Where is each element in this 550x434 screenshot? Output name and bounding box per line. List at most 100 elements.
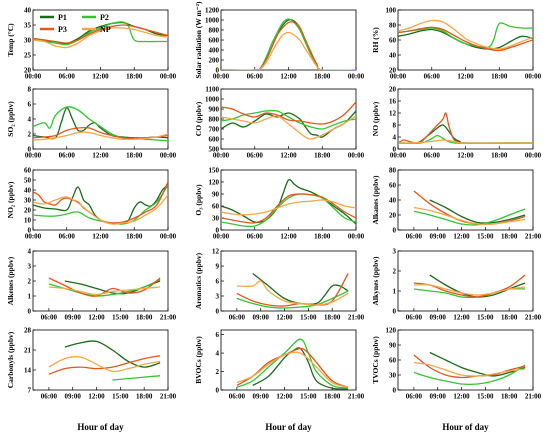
y-axis-label: Alkanes (ppbv) bbox=[371, 175, 380, 224]
x-tick-label: 06:00 bbox=[59, 73, 76, 81]
plot-frame bbox=[32, 329, 169, 391]
series-line-p3 bbox=[221, 193, 356, 224]
y-tick-label: 60 bbox=[24, 166, 32, 174]
x-axis-label: Hour of day bbox=[442, 422, 489, 432]
series-line-p1 bbox=[398, 124, 533, 144]
x-tick-label: 00:00 bbox=[348, 73, 365, 81]
y-tick-label: 3 bbox=[393, 247, 397, 255]
series-line-p1 bbox=[221, 19, 356, 70]
y-tick-label: 4 bbox=[28, 115, 32, 123]
x-tick-label: 00:00 bbox=[25, 152, 42, 160]
panel-2: 20 40 60 80 100 00:00 06:00 12:00 18:00 00:00 RH (… bbox=[371, 6, 542, 80]
x-tick-label: 12:00 bbox=[453, 393, 470, 401]
x-tick-label: 00:00 bbox=[213, 152, 230, 160]
x-tick-label: 06:00 bbox=[406, 314, 423, 322]
series-line-np bbox=[398, 139, 533, 144]
x-tick-label: 18:00 bbox=[324, 393, 341, 401]
series-line-np bbox=[48, 286, 161, 296]
y-tick-label: 400 bbox=[209, 46, 220, 54]
series-line-p2 bbox=[236, 290, 349, 309]
y-tick-label: 35 bbox=[24, 21, 32, 29]
x-tick-label: 12:00 bbox=[276, 314, 293, 322]
y-tick-label: 1100 bbox=[205, 85, 219, 93]
y-tick-label: 30 bbox=[24, 196, 32, 204]
x-tick-label: 12:00 bbox=[92, 233, 109, 241]
y-axis-label: Carbonyls (ppbv) bbox=[6, 331, 15, 388]
y-tick-label: 7 bbox=[28, 386, 32, 394]
y-tick-label: 60 bbox=[212, 202, 220, 210]
series-line-np bbox=[413, 284, 526, 296]
panel-8: 0 20 40 60 80 06:00 09:00 12:00 15:00 18:00 21:00 A… bbox=[371, 166, 542, 240]
series-line-p2 bbox=[398, 22, 533, 49]
y-axis-label: CO (ppbv) bbox=[194, 101, 203, 136]
x-tick-label: 09:00 bbox=[430, 233, 447, 241]
x-tick-label: 09:00 bbox=[65, 393, 82, 401]
y-tick-label: 0 bbox=[216, 66, 220, 74]
series-line-np bbox=[236, 280, 349, 306]
x-tick-label: 06:00 bbox=[406, 233, 423, 241]
x-tick-label: 09:00 bbox=[253, 393, 270, 401]
x-tick-label: 09:00 bbox=[65, 314, 82, 322]
y-tick-label: 100 bbox=[386, 6, 397, 14]
y-tick-label: 80 bbox=[389, 166, 397, 174]
y-tick-label: 10 bbox=[24, 216, 32, 224]
series-line-np bbox=[413, 361, 526, 377]
x-tick-label: 06:00 bbox=[229, 393, 246, 401]
x-tick-label: 09:00 bbox=[430, 314, 447, 322]
y-tick-label: 20 bbox=[24, 66, 32, 74]
y-axis-label: Solar radiation (W m⁻²) bbox=[194, 1, 203, 78]
series-line-p1 bbox=[33, 184, 168, 224]
x-axis-label: Hour of day bbox=[265, 422, 312, 432]
x-tick-label: 21:00 bbox=[348, 314, 365, 322]
y-tick-label: 120 bbox=[386, 326, 397, 334]
series-line-p2 bbox=[33, 184, 168, 225]
y-tick-label: 16 bbox=[389, 97, 397, 105]
series-line-p3 bbox=[221, 21, 356, 70]
x-tick-label: 15:00 bbox=[300, 393, 317, 401]
panel-13: 0 2 4 6 06:00 09:00 12:00 15:00 18:00 21:00 BVOCs … bbox=[194, 329, 365, 401]
y-tick-label: 60 bbox=[389, 356, 397, 364]
x-tick-label: 00:00 bbox=[213, 233, 230, 241]
plot-frame bbox=[220, 88, 357, 150]
series-line-p2 bbox=[33, 21, 168, 46]
panel-0: 20 25 30 35 40 00:00 06:00 12:00 18:00 00:00 Temp … bbox=[6, 6, 177, 80]
x-tick-label: 18:00 bbox=[491, 152, 508, 160]
y-tick-label: 0 bbox=[28, 226, 32, 234]
y-tick-label: 40 bbox=[389, 51, 397, 59]
series-line-np bbox=[48, 356, 161, 373]
series-line-p2 bbox=[413, 208, 526, 226]
y-tick-label: 20 bbox=[389, 66, 397, 74]
panel-9: 0 1 2 3 4 06:00 09:00 12:00 15:00 18:00 21:00 Alken… bbox=[6, 247, 177, 321]
x-tick-label: 06:00 bbox=[59, 233, 76, 241]
y-tick-label: 12 bbox=[212, 247, 220, 255]
y-tick-label: 6 bbox=[216, 277, 220, 285]
x-tick-label: 00:00 bbox=[160, 73, 177, 81]
x-tick-label: 00:00 bbox=[390, 152, 407, 160]
y-tick-label: 0 bbox=[28, 307, 32, 315]
series-line-np bbox=[221, 115, 356, 140]
x-tick-label: 12:00 bbox=[280, 152, 297, 160]
y-axis-label: SO₂ (ppbv) bbox=[6, 101, 15, 137]
y-axis-label: BVOCs (ppbv) bbox=[194, 336, 203, 384]
x-tick-label: 00:00 bbox=[348, 152, 365, 160]
y-tick-label: 700 bbox=[209, 125, 220, 133]
x-tick-label: 06:00 bbox=[41, 314, 58, 322]
x-tick-label: 00:00 bbox=[25, 233, 42, 241]
plot-frame bbox=[32, 250, 169, 312]
y-tick-label: 120 bbox=[209, 178, 220, 186]
series-line-np bbox=[221, 31, 356, 70]
y-axis-label: TVOCs (ppbv) bbox=[371, 336, 380, 384]
y-axis-label: NO₂ (ppbv) bbox=[6, 181, 15, 218]
x-tick-label: 12:00 bbox=[88, 314, 105, 322]
y-tick-label: 1200 bbox=[205, 6, 220, 14]
y-axis-label: RH (%) bbox=[371, 27, 380, 53]
y-axis-label: NO (ppbv) bbox=[371, 101, 380, 136]
x-tick-label: 18:00 bbox=[126, 233, 143, 241]
x-tick-label: 06:00 bbox=[424, 152, 441, 160]
series-line-p2 bbox=[221, 193, 356, 228]
series-line-p3 bbox=[413, 354, 526, 379]
x-tick-label: 06:00 bbox=[229, 314, 246, 322]
y-tick-label: 40 bbox=[24, 186, 32, 194]
